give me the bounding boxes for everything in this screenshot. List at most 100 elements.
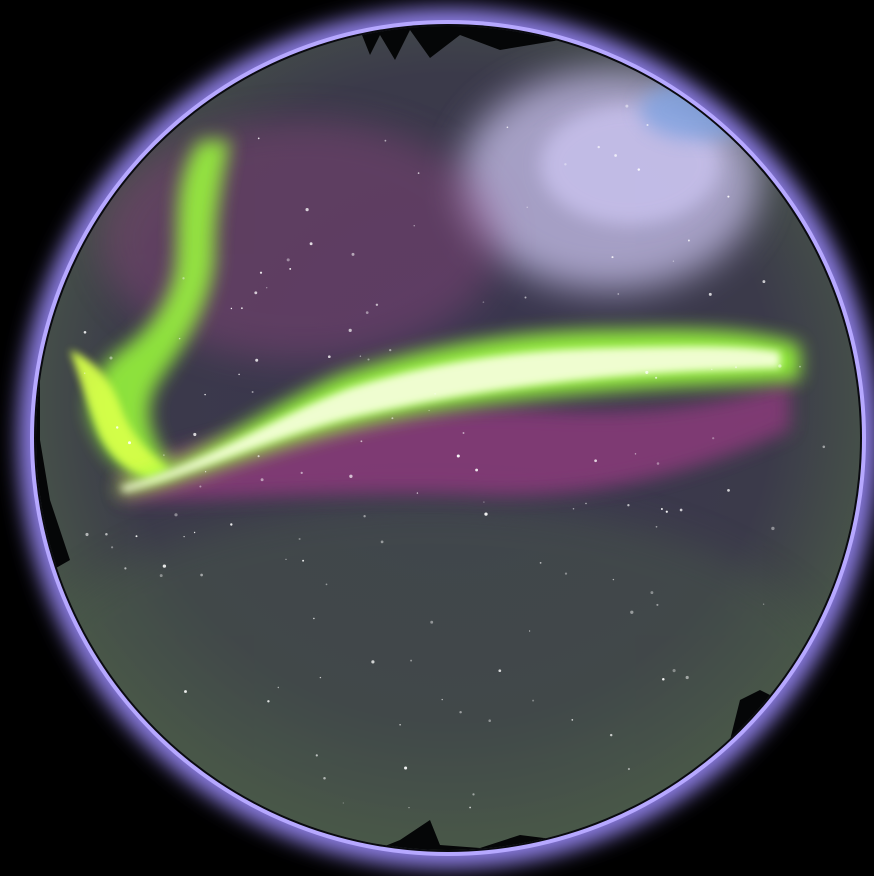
star xyxy=(266,287,268,289)
star xyxy=(771,526,775,531)
star xyxy=(193,432,197,437)
star xyxy=(375,303,379,307)
star xyxy=(655,376,658,379)
star xyxy=(475,468,479,472)
star xyxy=(204,393,206,396)
star xyxy=(325,583,328,586)
star xyxy=(251,391,254,393)
star xyxy=(662,677,665,681)
star xyxy=(482,301,485,303)
star xyxy=(498,669,502,673)
star xyxy=(204,471,207,473)
star xyxy=(200,573,203,577)
star xyxy=(778,364,782,368)
star xyxy=(124,567,127,570)
star xyxy=(822,445,826,449)
star xyxy=(257,455,260,458)
star xyxy=(267,700,270,703)
star xyxy=(650,591,654,595)
star xyxy=(230,307,233,310)
star xyxy=(182,277,185,280)
star xyxy=(315,754,318,757)
star xyxy=(655,525,658,528)
star xyxy=(302,559,305,562)
star xyxy=(257,137,260,140)
star xyxy=(365,311,369,314)
stars xyxy=(83,104,826,809)
star xyxy=(254,291,258,295)
star xyxy=(462,432,465,434)
star xyxy=(727,489,730,492)
star xyxy=(115,426,119,429)
star xyxy=(528,630,531,632)
green-aurora-curtain xyxy=(89,140,230,480)
star xyxy=(300,471,303,475)
star xyxy=(456,454,460,458)
star xyxy=(298,537,301,541)
star xyxy=(656,462,660,465)
star xyxy=(389,348,392,352)
star xyxy=(762,280,766,284)
star xyxy=(84,372,86,374)
star xyxy=(319,676,322,679)
star xyxy=(434,393,436,395)
star xyxy=(199,485,202,488)
star xyxy=(359,355,362,357)
star xyxy=(572,508,575,510)
star xyxy=(459,710,462,714)
star xyxy=(430,620,434,624)
star xyxy=(488,719,491,722)
star xyxy=(413,225,415,227)
star xyxy=(174,513,178,517)
star xyxy=(85,532,89,537)
star xyxy=(417,172,420,174)
star xyxy=(799,365,801,368)
star xyxy=(162,564,167,568)
star xyxy=(679,508,683,512)
star xyxy=(687,239,690,242)
star xyxy=(399,724,401,726)
star xyxy=(384,139,387,142)
treeline-silhouette-left xyxy=(36,240,70,600)
star xyxy=(277,686,279,689)
star xyxy=(712,437,715,440)
star xyxy=(539,562,542,564)
star xyxy=(348,328,352,332)
star xyxy=(585,502,587,505)
star xyxy=(184,690,187,693)
star xyxy=(672,669,676,673)
star xyxy=(111,546,114,549)
star xyxy=(484,512,488,516)
star xyxy=(260,478,264,482)
star xyxy=(625,104,629,108)
star xyxy=(611,256,614,259)
star xyxy=(630,610,634,614)
star xyxy=(351,252,355,256)
star xyxy=(617,293,620,295)
star xyxy=(342,802,344,804)
aurora-arc-core xyxy=(120,346,780,492)
star xyxy=(614,154,617,157)
star xyxy=(665,510,668,513)
star xyxy=(685,675,689,680)
star xyxy=(526,206,528,208)
star xyxy=(564,163,567,166)
star xyxy=(660,508,663,510)
star xyxy=(305,208,309,212)
star xyxy=(193,531,196,534)
star xyxy=(711,368,713,371)
star xyxy=(428,409,430,412)
star xyxy=(410,659,413,662)
star xyxy=(416,492,419,494)
star xyxy=(391,417,394,420)
green-aurora-curtain-bright xyxy=(70,350,170,478)
star xyxy=(105,533,108,536)
star xyxy=(672,260,675,262)
star xyxy=(637,168,641,171)
star xyxy=(327,355,331,359)
star xyxy=(371,660,375,664)
star xyxy=(597,145,600,149)
star xyxy=(645,370,649,374)
star xyxy=(285,558,287,561)
